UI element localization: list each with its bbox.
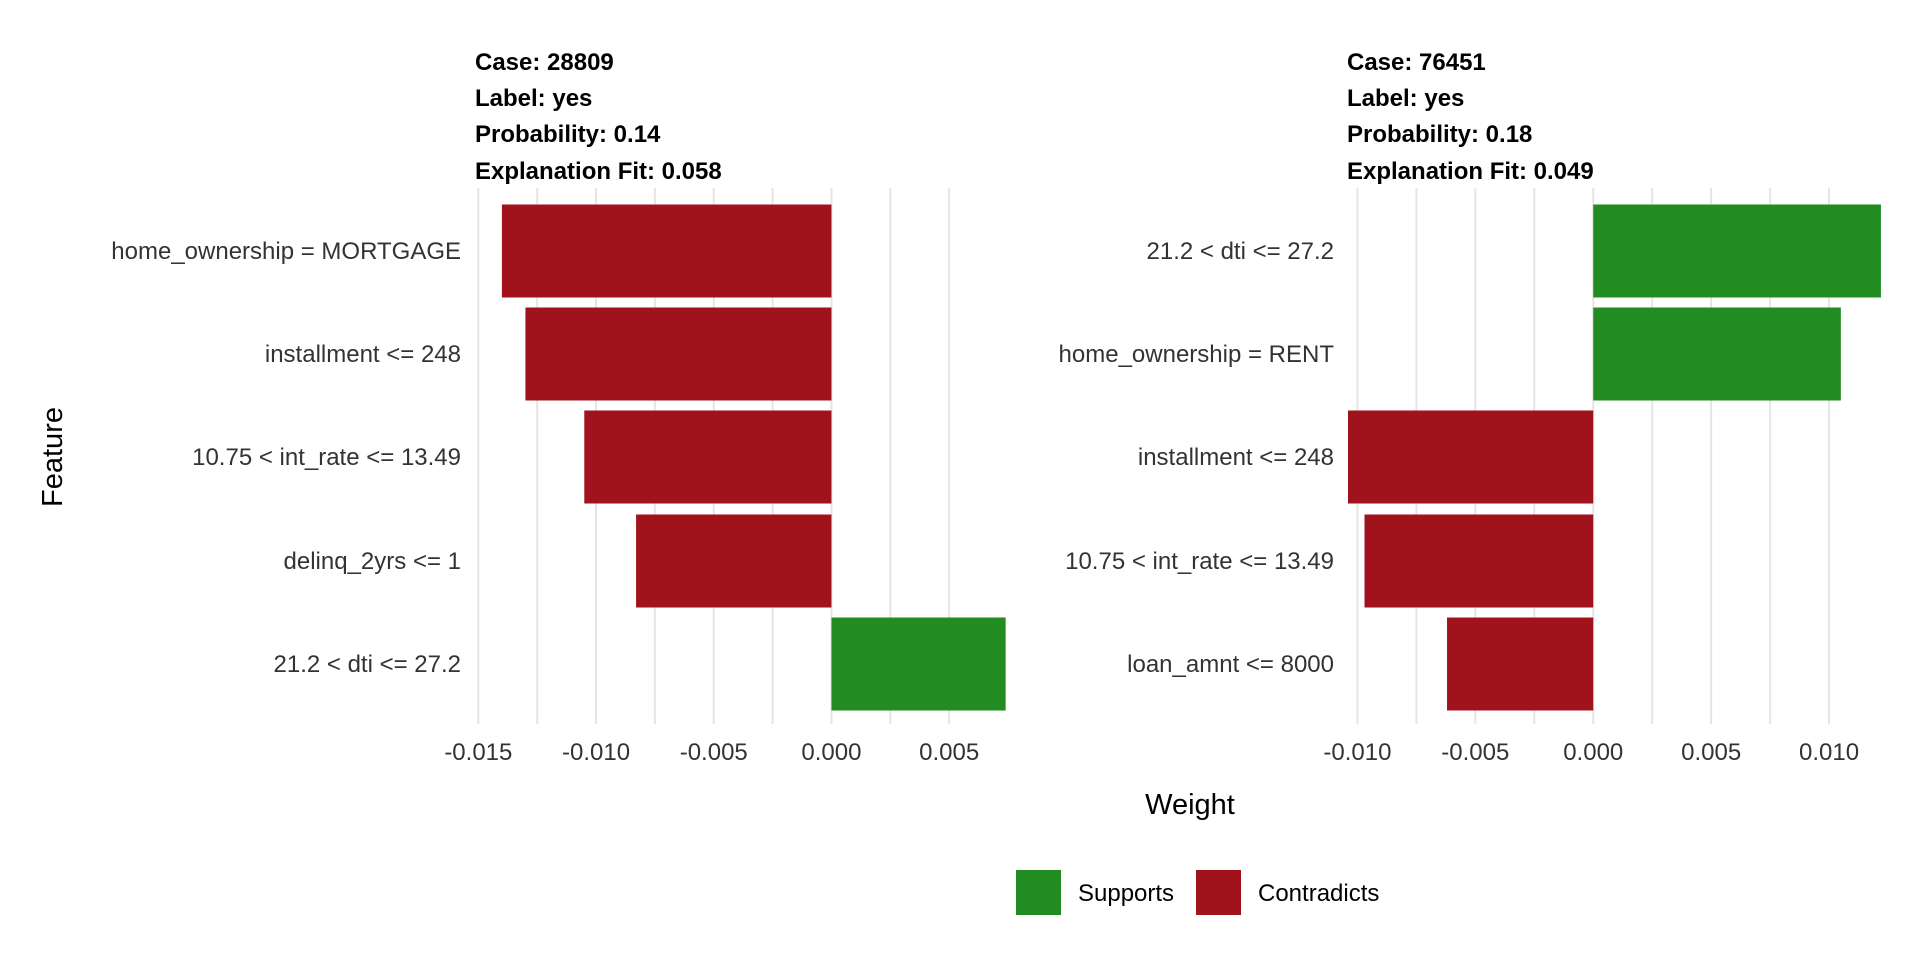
bar-contradicts <box>1364 514 1594 608</box>
panel-title-line: Label: yes <box>1347 85 1464 112</box>
legend-label-supports: Supports <box>1078 880 1174 907</box>
panel-title-line: Probability: 0.18 <box>1347 121 1532 148</box>
x-axis-title: Weight <box>1145 789 1235 821</box>
bar-supports <box>1593 204 1881 298</box>
panel-title-line: Explanation Fit: 0.058 <box>475 158 722 185</box>
panel-title-line: Label: yes <box>475 85 592 112</box>
x-tick-label: 0.000 <box>1563 739 1623 766</box>
bar-contradicts <box>584 410 832 504</box>
x-tick-label: 0.005 <box>919 739 979 766</box>
feature-label: home_ownership = RENT <box>1059 341 1335 368</box>
bar-contradicts <box>1348 410 1594 504</box>
bar-contradicts <box>525 307 832 401</box>
x-tick-label: -0.010 <box>1323 739 1391 766</box>
x-tick-label: -0.010 <box>562 739 630 766</box>
x-tick-label: -0.005 <box>1441 739 1509 766</box>
feature-label: delinq_2yrs <= 1 <box>284 548 461 575</box>
panel-title-line: Probability: 0.14 <box>475 121 661 148</box>
x-tick-label: -0.015 <box>444 739 512 766</box>
feature-label: installment <= 248 <box>265 341 461 368</box>
feature-label: 10.75 < int_rate <= 13.49 <box>1065 548 1334 575</box>
bar-contradicts <box>636 514 832 608</box>
feature-label: installment <= 248 <box>1138 444 1334 471</box>
feature-label: 21.2 < dti <= 27.2 <box>274 651 462 678</box>
legend-label-contradicts: Contradicts <box>1258 880 1379 907</box>
panel-title-line: Case: 28809 <box>475 49 614 76</box>
x-tick-label: -0.005 <box>680 739 748 766</box>
bar-contradicts <box>1447 617 1594 711</box>
feature-label: home_ownership = MORTGAGE <box>111 238 461 265</box>
panel-title-line: Explanation Fit: 0.049 <box>1347 158 1594 185</box>
legend-key-contradicts <box>1196 870 1241 915</box>
feature-label: 21.2 < dti <= 27.2 <box>1147 238 1335 265</box>
feature-label: 10.75 < int_rate <= 13.49 <box>192 444 461 471</box>
x-tick-label: 0.005 <box>1681 739 1741 766</box>
bar-contradicts <box>501 204 832 298</box>
x-tick-label: 0.000 <box>801 739 861 766</box>
legend-key-supports <box>1016 870 1061 915</box>
bar-supports <box>1593 307 1841 401</box>
x-tick-label: 0.010 <box>1799 739 1859 766</box>
bar-supports <box>831 617 1006 711</box>
y-axis-title: Feature <box>37 407 69 507</box>
feature-label: loan_amnt <= 8000 <box>1127 651 1334 678</box>
panel-title-line: Case: 76451 <box>1347 49 1486 76</box>
